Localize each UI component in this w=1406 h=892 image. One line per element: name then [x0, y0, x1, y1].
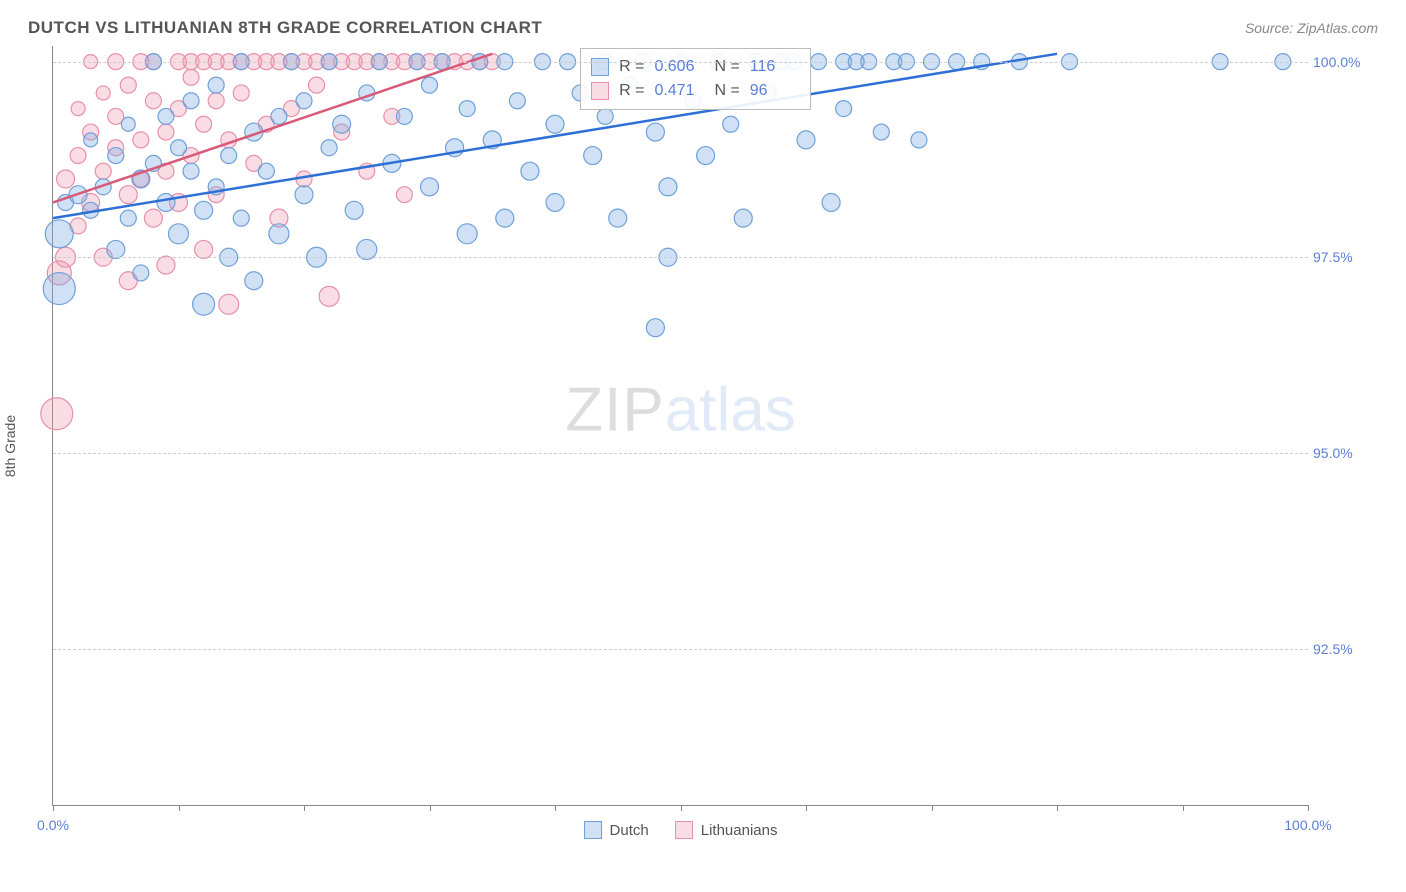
- x-tick: [806, 805, 807, 811]
- gridline: [53, 62, 1308, 63]
- stats-legend-box: R = 0.606 N = 116 R = 0.471 N = 96: [580, 48, 811, 110]
- stat-n-value-2: 96: [750, 79, 800, 103]
- stat-r-value-2: 0.471: [654, 79, 704, 103]
- y-tick-label: 92.5%: [1313, 641, 1373, 657]
- legend-item-lith: Lithuanians: [675, 821, 778, 839]
- chart-container: 8th Grade ZIPatlas R = 0.606 N = 116 R =…: [40, 46, 1378, 846]
- scatter-svg: [53, 46, 1308, 805]
- plot-area: ZIPatlas R = 0.606 N = 116 R = 0.471 N =…: [52, 46, 1308, 806]
- x-tick: [430, 805, 431, 811]
- x-tick: [681, 805, 682, 811]
- x-tick: [304, 805, 305, 811]
- stat-n-label-2: N =: [714, 79, 739, 103]
- stats-row-lith: R = 0.471 N = 96: [591, 79, 800, 103]
- x-tick-label: 100.0%: [1284, 817, 1331, 833]
- chart-title: DUTCH VS LITHUANIAN 8TH GRADE CORRELATIO…: [28, 18, 542, 38]
- y-axis-label: 8th Grade: [2, 415, 18, 477]
- bottom-legend: Dutch Lithuanians: [584, 821, 778, 839]
- x-tick: [1308, 805, 1309, 811]
- x-tick: [1183, 805, 1184, 811]
- stat-n-label-1: N =: [714, 55, 739, 79]
- legend-swatch-lith: [675, 821, 693, 839]
- x-tick: [53, 805, 54, 811]
- x-tick: [932, 805, 933, 811]
- source-credit: Source: ZipAtlas.com: [1245, 20, 1378, 36]
- legend-item-dutch: Dutch: [584, 821, 649, 839]
- legend-label-lith: Lithuanians: [701, 822, 778, 839]
- stat-n-value-1: 116: [750, 55, 800, 79]
- legend-label-dutch: Dutch: [610, 822, 649, 839]
- stats-row-dutch: R = 0.606 N = 116: [591, 55, 800, 79]
- swatch-lith: [591, 82, 609, 100]
- gridline: [53, 257, 1308, 258]
- gridline: [53, 453, 1308, 454]
- stat-r-value-1: 0.606: [654, 55, 704, 79]
- y-tick-label: 100.0%: [1313, 54, 1373, 70]
- gridline: [53, 649, 1308, 650]
- x-tick: [1057, 805, 1058, 811]
- x-tick: [555, 805, 556, 811]
- legend-swatch-dutch: [584, 821, 602, 839]
- y-tick-label: 95.0%: [1313, 445, 1373, 461]
- y-tick-label: 97.5%: [1313, 249, 1373, 265]
- stat-r-label-1: R =: [619, 55, 644, 79]
- stat-r-label-2: R =: [619, 79, 644, 103]
- x-tick-label: 0.0%: [37, 817, 69, 833]
- x-tick: [179, 805, 180, 811]
